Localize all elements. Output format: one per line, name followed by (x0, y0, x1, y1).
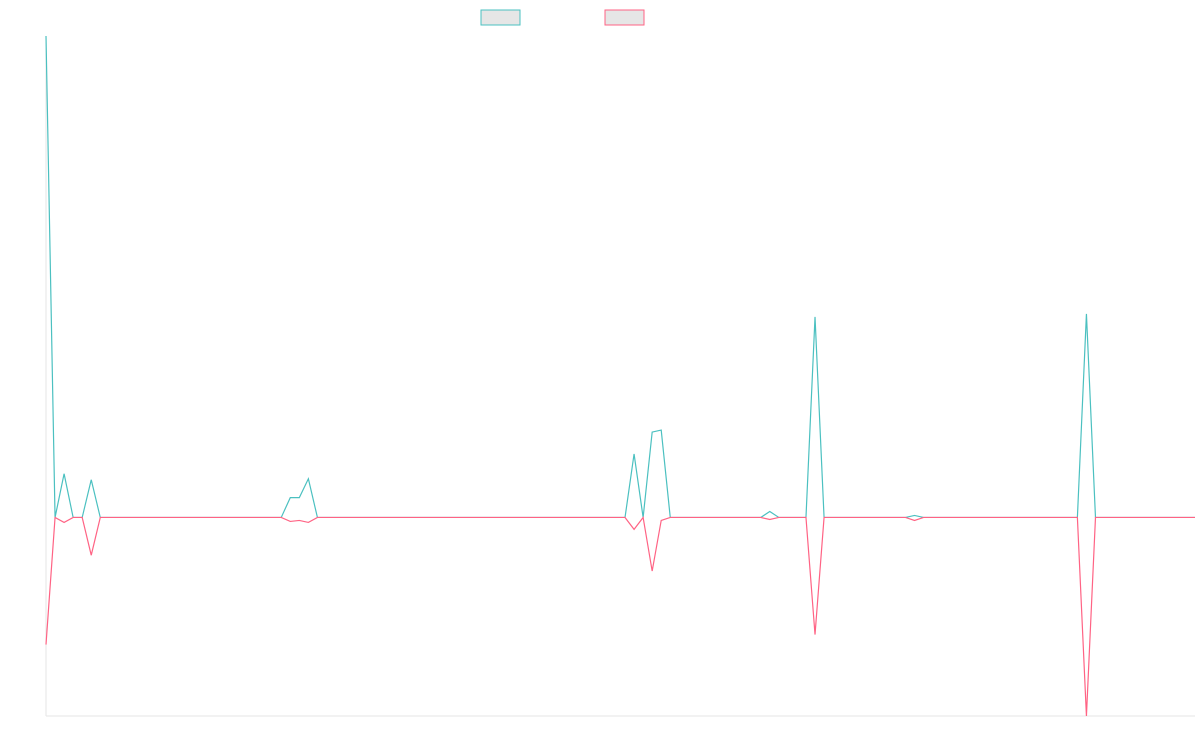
legend-swatch-1[interactable] (480, 9, 521, 26)
axes (45, 36, 1195, 717)
series-line-2 (45, 515, 1195, 717)
series-line-1 (45, 35, 1195, 519)
series-lines (45, 35, 1195, 717)
legend-swatch-2[interactable] (604, 9, 645, 26)
legend (480, 9, 645, 26)
